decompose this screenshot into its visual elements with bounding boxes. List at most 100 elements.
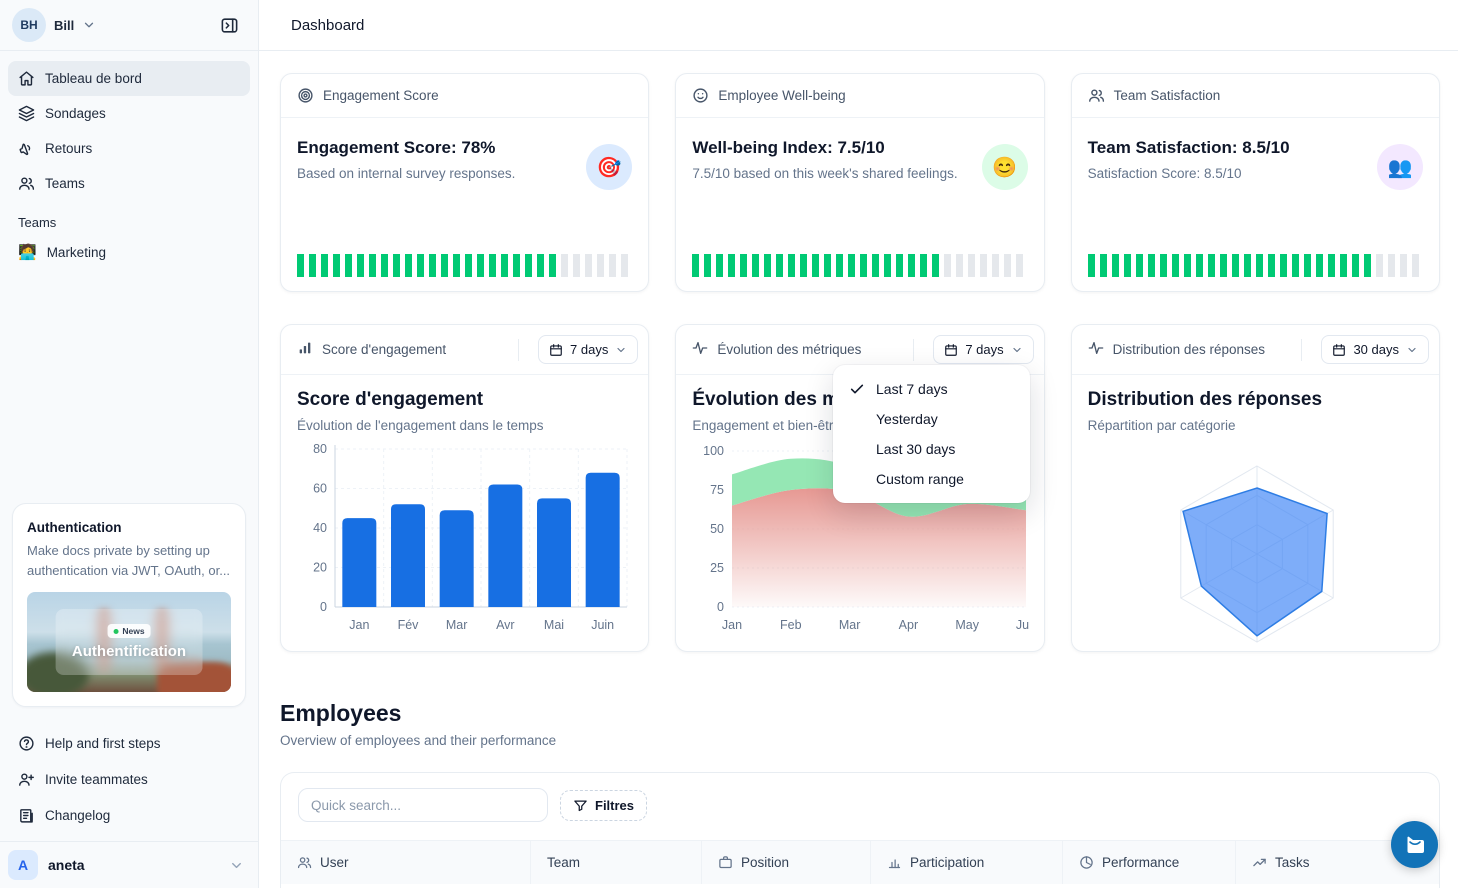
card-header-label: Team Satisfaction <box>1113 88 1221 103</box>
stat-subtitle: Based on internal survey responses. <box>297 166 516 181</box>
svg-text:Jan: Jan <box>722 618 742 632</box>
svg-text:May: May <box>956 618 980 632</box>
user-plus-icon <box>18 771 35 788</box>
chat-bubble-icon <box>1403 833 1427 857</box>
column-header-performance: Performance <box>1063 841 1236 884</box>
sidebar-item-label: Invite teammates <box>45 771 148 787</box>
responses-distribution-card: Distribution des réponses 30 days <box>1070 324 1440 652</box>
sidebar-footer: Help and first steps Invite teammates Ch… <box>0 721 258 833</box>
calendar-icon <box>944 343 958 357</box>
period-selector-button[interactable]: 7 days <box>933 335 1034 364</box>
menu-item-custom-range[interactable]: Custom range <box>876 471 964 487</box>
menu-item-yesterday[interactable]: Yesterday <box>876 411 938 427</box>
divider <box>913 338 915 361</box>
svg-text:100: 100 <box>703 444 724 458</box>
sidebar-item-retours[interactable]: Retours <box>8 131 250 166</box>
search-input[interactable] <box>298 788 548 822</box>
svg-text:80: 80 <box>313 442 327 456</box>
marketing-emoji-icon: 🧑‍💻 <box>18 244 37 261</box>
news-badge: News <box>107 624 151 638</box>
workspace-name: aneta <box>48 857 85 873</box>
card-header-label: Distribution des réponses <box>1112 342 1265 357</box>
team-satisfaction-card: Team Satisfaction Team Satisfaction: 8.5… <box>1070 73 1440 292</box>
check-icon <box>849 381 867 397</box>
sidebar-item-changelog[interactable]: Changelog <box>8 797 250 833</box>
content: Engagement Score Engagement Score: 78% B… <box>259 51 1458 888</box>
team-label: Marketing <box>46 244 106 260</box>
chart-title: Distribution des réponses <box>1087 389 1323 410</box>
card-header-label: Évolution des métriques <box>717 342 862 357</box>
sidebar-item-label: Help and first steps <box>45 735 161 751</box>
chart-subtitle: Engagement et bien-être <box>692 418 841 433</box>
card-header-label: Score d'engagement <box>322 342 447 357</box>
svg-text:Mai: Mai <box>544 618 564 632</box>
target-emoji-icon: 🎯 <box>586 144 633 190</box>
users-icon <box>1088 87 1105 104</box>
period-dropdown-menu: Last 7 days Yesterday Last 30 days Custo… <box>833 365 1030 503</box>
svg-text:Fév: Fév <box>398 618 420 632</box>
bar-chart: 0 20 40 60 80 Jan Fév Mar Avr Mai Juin <box>313 442 628 632</box>
svg-text:Jan: Jan <box>349 618 369 632</box>
smile-emoji-icon: 😊 <box>981 144 1028 190</box>
svg-text:Jun: Jun <box>1016 618 1030 632</box>
sidebar-item-tableau-de-bord[interactable]: Tableau de bord <box>8 61 250 96</box>
layers-icon <box>18 105 35 122</box>
filters-button[interactable]: Filtres <box>560 789 648 821</box>
promo-image-title: Authentification <box>71 643 187 660</box>
progress-bar <box>1087 254 1423 277</box>
bar-chart-icon <box>297 340 313 359</box>
svg-text:20: 20 <box>313 561 327 575</box>
column-header-team: Team <box>531 841 702 884</box>
chart-title: Score d'engagement <box>297 389 484 410</box>
user-avatar[interactable]: BH <box>12 8 46 42</box>
authentication-promo-card[interactable]: Authentication Make docs private by sett… <box>12 503 246 707</box>
chevron-down-icon[interactable] <box>82 18 96 32</box>
calendar-icon <box>1332 343 1346 357</box>
chat-launcher-button[interactable] <box>1391 821 1438 868</box>
card-header-label: Employee Well-being <box>718 88 846 103</box>
activity-icon <box>692 340 708 359</box>
period-selector-button[interactable]: 30 days <box>1321 335 1429 364</box>
sidebar-nav: Tableau de bord Sondages Retours Teams <box>0 51 258 201</box>
svg-text:40: 40 <box>313 521 327 535</box>
engagement-chart-card: Score d'engagement 7 days Score d' <box>280 324 650 652</box>
menu-item-last-7-days[interactable]: Last 7 days <box>833 374 1030 404</box>
sidebar-team-marketing[interactable]: 🧑‍💻 Marketing <box>8 234 250 270</box>
svg-text:0: 0 <box>717 600 724 614</box>
home-icon <box>18 70 35 87</box>
menu-item-last-30-days[interactable]: Last 30 days <box>876 441 956 457</box>
progress-bar <box>297 254 633 277</box>
employees-header: Employees Overview of employees and thei… <box>280 700 1440 748</box>
user-name[interactable]: Bill <box>54 17 75 33</box>
svg-text:Mar: Mar <box>839 618 861 632</box>
card-header-label: Engagement Score <box>323 88 439 103</box>
sidebar-item-teams[interactable]: Teams <box>8 166 250 201</box>
topbar: Dashboard <box>259 0 1458 51</box>
sidebar-item-sondages[interactable]: Sondages <box>8 96 250 131</box>
users-icon <box>18 175 35 192</box>
svg-text:Juin: Juin <box>591 618 614 632</box>
collapse-sidebar-button[interactable] <box>212 8 246 42</box>
sidebar-item-invite[interactable]: Invite teammates <box>8 761 250 797</box>
chevron-down-icon <box>615 344 627 356</box>
divider <box>0 50 258 51</box>
svg-text:Feb: Feb <box>780 618 802 632</box>
bar-chart-icon <box>887 855 902 870</box>
sidebar-item-help[interactable]: Help and first steps <box>8 725 250 761</box>
help-circle-icon <box>18 735 35 752</box>
period-selector-button[interactable]: 7 days <box>538 335 639 364</box>
teams-section-label: Teams <box>18 215 57 230</box>
chevron-down-icon <box>1406 344 1418 356</box>
svg-text:Avr: Avr <box>496 618 515 632</box>
page-title: Dashboard <box>291 16 365 34</box>
chevron-down-icon <box>229 858 244 873</box>
employees-subtitle: Overview of employees and their performa… <box>280 733 557 748</box>
stat-cards-row: Engagement Score Engagement Score: 78% B… <box>280 73 1440 292</box>
people-emoji-icon: 👥 <box>1377 144 1423 190</box>
workspace-switcher[interactable]: A aneta <box>0 841 258 888</box>
sidebar-item-label: Teams <box>45 176 85 191</box>
wellbeing-card: Employee Well-being Well-being Index: 7.… <box>675 73 1045 292</box>
pie-chart-icon <box>1079 855 1094 870</box>
svg-text:60: 60 <box>313 482 327 496</box>
employees-title: Employees <box>280 700 402 726</box>
